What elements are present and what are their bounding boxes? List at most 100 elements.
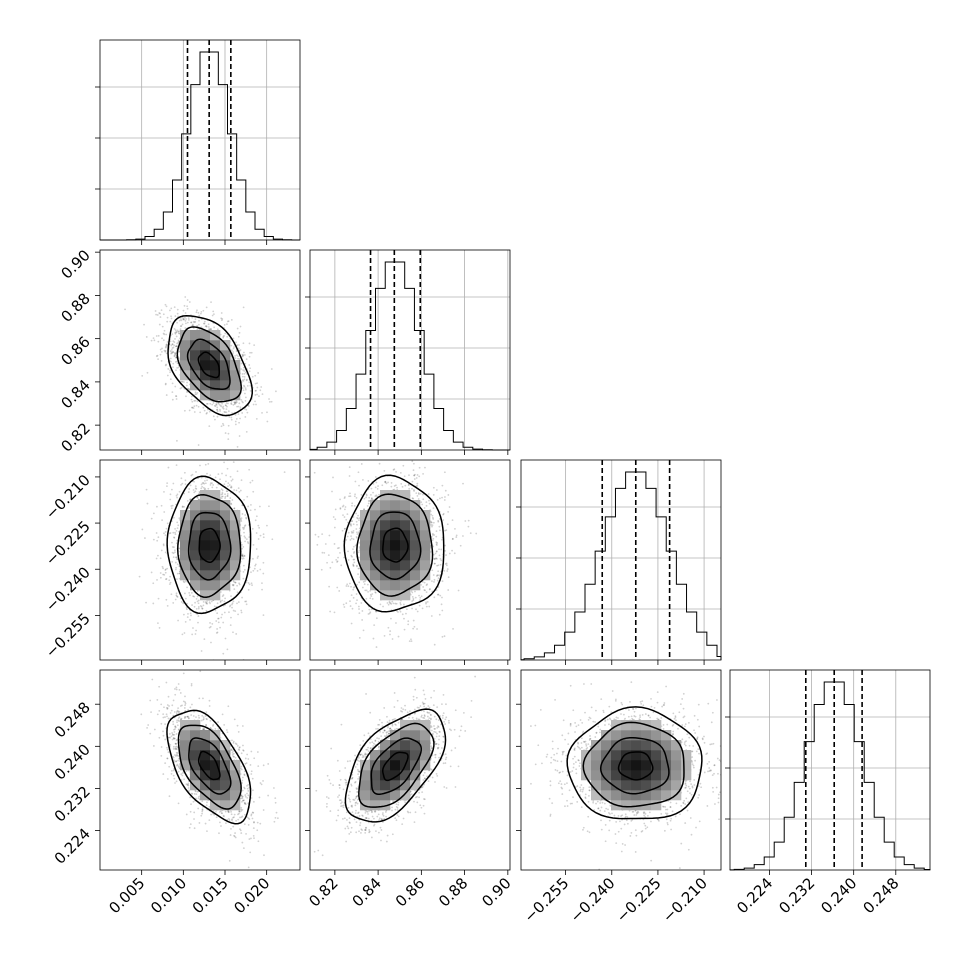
sample-point <box>177 341 180 344</box>
sample-point <box>371 597 374 600</box>
sample-point <box>227 432 230 435</box>
sample-point <box>161 565 164 568</box>
sample-point <box>169 320 172 323</box>
sample-point <box>181 323 184 326</box>
sample-point <box>349 605 352 607</box>
sample-point <box>381 484 384 487</box>
sample-point <box>249 384 252 387</box>
sample-point <box>421 503 424 506</box>
sample-point <box>349 522 352 525</box>
density-cell <box>210 340 221 351</box>
sample-point <box>177 332 180 335</box>
sample-point <box>418 493 420 495</box>
sample-point <box>196 595 199 598</box>
density-cell <box>180 550 191 561</box>
sample-point <box>392 602 395 605</box>
sample-point <box>350 530 353 533</box>
sample-point <box>157 622 159 625</box>
sample-point <box>176 321 178 324</box>
sample-point <box>355 602 357 605</box>
sample-point <box>391 638 394 640</box>
sample-point <box>242 528 245 530</box>
sample-point <box>367 502 370 505</box>
sample-point <box>240 609 243 612</box>
sample-point <box>427 452 429 454</box>
sample-point <box>170 307 173 310</box>
sample-point <box>256 386 259 389</box>
sample-point <box>175 542 178 545</box>
sample-point <box>233 588 236 590</box>
sample-point <box>356 599 358 601</box>
sample-point <box>444 549 447 552</box>
sample-point <box>221 599 224 602</box>
sample-point <box>175 330 178 333</box>
sample-point <box>168 579 171 582</box>
sample-point <box>317 535 320 538</box>
sample-point <box>183 318 186 321</box>
sample-point <box>231 606 233 609</box>
density-cell <box>220 500 231 511</box>
sample-point <box>361 619 364 621</box>
sample-point <box>245 379 248 382</box>
sample-point <box>445 554 447 556</box>
sample-point <box>176 595 178 598</box>
sample-point <box>346 521 349 524</box>
sample-point <box>348 475 351 477</box>
sample-point <box>444 544 446 547</box>
sample-point <box>245 408 248 411</box>
sample-point <box>373 624 376 627</box>
sample-point <box>205 325 208 328</box>
sample-point <box>438 548 440 551</box>
sample-point <box>390 482 393 484</box>
sample-point <box>416 474 419 476</box>
sample-point <box>222 405 225 408</box>
sample-point <box>188 409 191 412</box>
sample-point <box>243 385 246 388</box>
sample-point <box>187 317 190 320</box>
sample-point <box>243 351 245 354</box>
sample-point <box>172 482 175 485</box>
sample-point <box>238 435 241 437</box>
sample-point <box>399 457 401 459</box>
sample-point <box>337 556 339 559</box>
sample-point <box>220 319 223 322</box>
sample-point <box>181 633 184 636</box>
density-cell <box>220 540 231 551</box>
sample-point <box>188 301 191 303</box>
sample-point <box>176 596 179 598</box>
sample-point <box>232 347 235 350</box>
sample-point <box>232 609 235 612</box>
sample-point <box>390 485 393 488</box>
sample-point <box>173 341 176 344</box>
sample-point <box>228 415 231 418</box>
sample-point <box>240 368 243 370</box>
sample-point <box>254 564 257 567</box>
sample-point <box>240 520 243 523</box>
sample-point <box>234 357 237 359</box>
sample-point <box>176 558 178 560</box>
sample-point <box>261 393 264 396</box>
sample-point <box>174 315 177 317</box>
sample-point <box>177 339 180 342</box>
sample-point <box>243 498 245 501</box>
sample-point <box>236 405 238 408</box>
sample-point <box>191 633 194 636</box>
sample-point <box>170 344 173 347</box>
sample-point <box>397 611 399 613</box>
sample-point <box>207 323 210 326</box>
sample-point <box>224 495 227 498</box>
sample-point <box>351 607 354 610</box>
sample-point <box>238 331 241 334</box>
sample-point <box>205 306 208 309</box>
sample-point <box>254 508 256 511</box>
sample-point <box>230 418 233 421</box>
sample-point <box>203 482 206 485</box>
density-cell <box>220 350 231 361</box>
sample-point <box>181 506 184 508</box>
density-cell <box>200 590 211 601</box>
density-cell <box>230 390 241 401</box>
sample-point <box>191 473 194 476</box>
sample-point <box>336 586 339 589</box>
sample-point <box>227 424 230 427</box>
contour-level-1 <box>186 338 231 390</box>
